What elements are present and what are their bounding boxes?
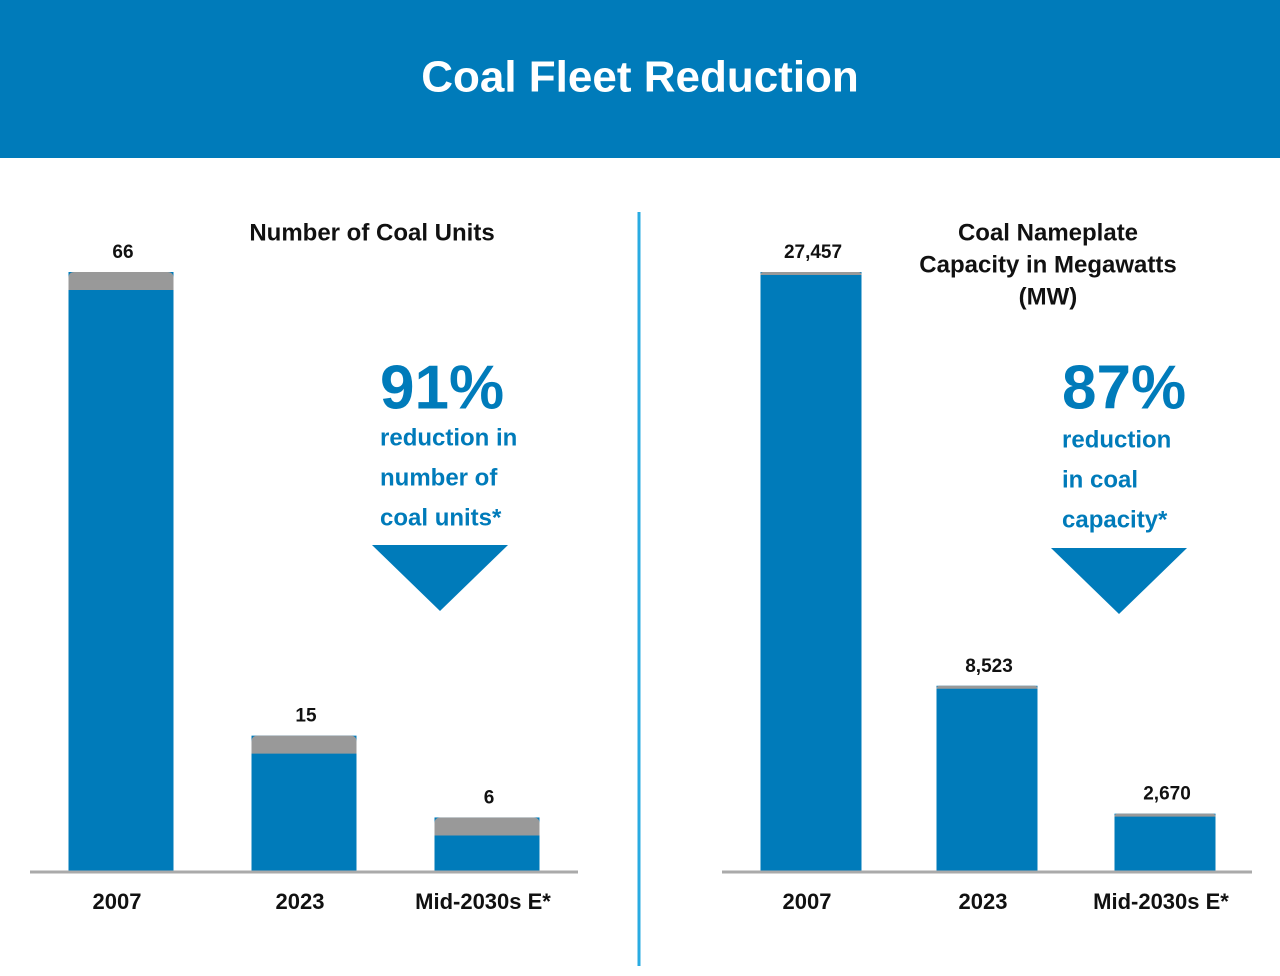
annotation-text: number of <box>380 464 498 491</box>
bar <box>1114 813 1216 872</box>
bar <box>68 272 174 872</box>
down-arrow <box>1051 548 1187 614</box>
down-arrow <box>372 545 508 611</box>
annotation-text: coal units* <box>380 504 502 531</box>
bar-cap <box>936 685 1038 689</box>
chart-title: Coal Nameplate <box>958 219 1138 246</box>
x-tick-label: Mid-2030s E* <box>415 889 551 914</box>
annotation-headline: 87% <box>1062 353 1186 422</box>
value-label: 66 <box>112 242 133 263</box>
annotation-text: capacity* <box>1062 506 1168 533</box>
value-label: 15 <box>295 706 317 727</box>
chart-title: Capacity in Megawatts <box>919 251 1176 278</box>
x-tick-label: Mid-2030s E* <box>1093 889 1229 914</box>
x-tick-label: 2023 <box>276 889 325 914</box>
bar <box>760 272 862 872</box>
annotation-text: in coal <box>1062 466 1138 493</box>
chart-title: (MW) <box>1019 283 1078 310</box>
x-tick-label: 2007 <box>783 889 832 914</box>
bar-cap <box>251 735 357 754</box>
value-label: 2,670 <box>1143 784 1191 805</box>
chart-title: Number of Coal Units <box>249 219 494 246</box>
bar-cap <box>68 272 174 290</box>
annotation-text: reduction <box>1062 426 1171 453</box>
value-label: 8,523 <box>965 656 1013 677</box>
annotation-text: reduction in <box>380 424 517 451</box>
bar-cap <box>434 817 540 836</box>
annotation-headline: 91% <box>380 353 504 422</box>
value-label: 6 <box>484 787 495 808</box>
page-title: Coal Fleet Reduction <box>421 53 859 102</box>
x-tick-label: 2023 <box>959 889 1008 914</box>
bar-cap <box>760 272 862 275</box>
bar-cap <box>1114 813 1216 817</box>
x-tick-label: 2007 <box>93 889 142 914</box>
value-label: 27,457 <box>784 242 842 263</box>
bar <box>251 735 357 872</box>
header-band <box>0 0 1280 158</box>
bar <box>936 685 1038 872</box>
